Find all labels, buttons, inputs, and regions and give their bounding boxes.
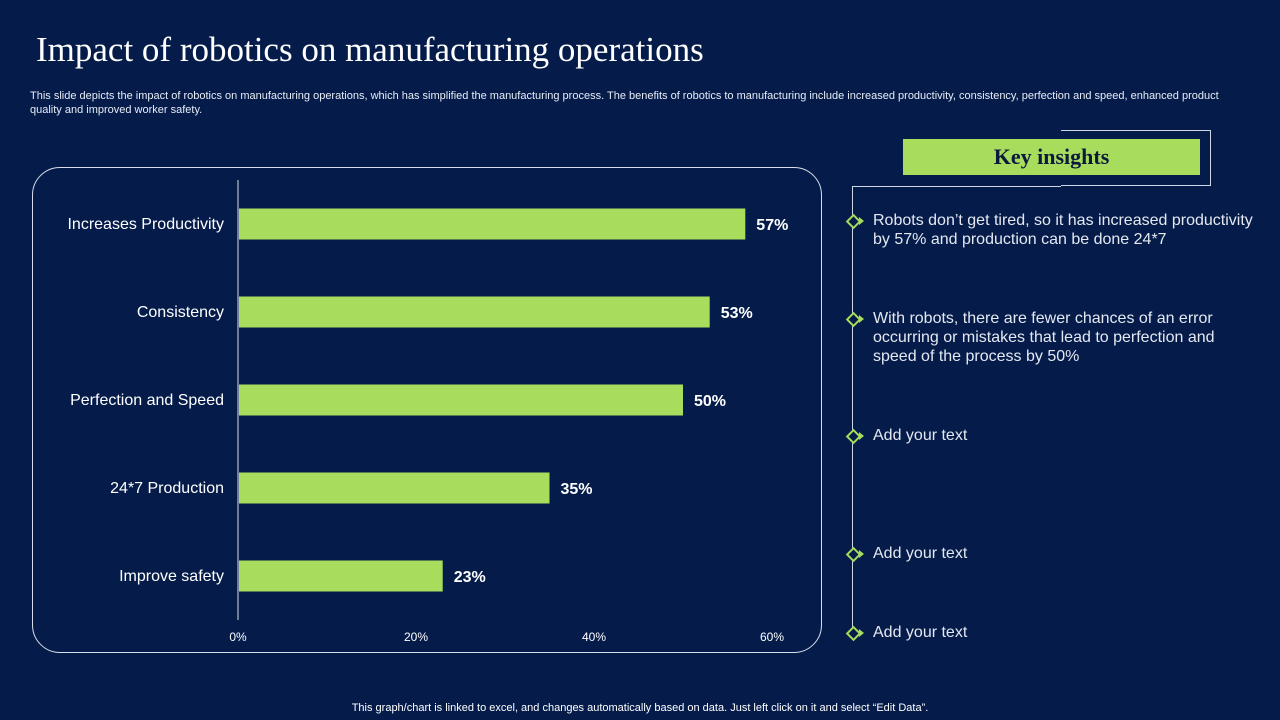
insight-arrow-icon [859, 629, 864, 637]
insights-box-outline [1061, 130, 1211, 186]
page-title: Impact of robotics on manufacturing oper… [36, 30, 704, 69]
insight-arrow-icon [859, 217, 864, 225]
insight-arrow-icon [859, 432, 864, 440]
bar [239, 472, 550, 504]
data-label: 23% [454, 569, 486, 586]
insight-item[interactable]: Add your text [873, 624, 968, 641]
data-label: 50% [694, 393, 726, 410]
x-tick-label: 40% [582, 630, 606, 644]
insight-item: With robots, there are fewer chances of … [873, 310, 1215, 365]
data-label: 57% [756, 217, 788, 234]
bar [239, 296, 710, 328]
insights-header: Key insights [903, 139, 1200, 175]
x-tick-label: 60% [760, 630, 784, 644]
category-label: Consistency [137, 304, 224, 321]
page-subtitle: This slide depicts the impact of robotic… [30, 90, 1219, 116]
insight-item: Robots don’t get tired, so it has increa… [873, 212, 1253, 248]
data-label: 53% [721, 305, 753, 322]
bar [239, 384, 683, 416]
insight-arrow-icon [859, 315, 864, 323]
footer-note: This graph/chart is linked to excel, and… [351, 702, 929, 714]
category-label: Increases Productivity [67, 216, 224, 233]
category-label: Perfection and Speed [70, 392, 224, 409]
chart-frame [32, 167, 822, 653]
x-tick-label: 20% [404, 630, 428, 644]
insight-item[interactable]: Add your text [873, 545, 968, 562]
category-label: Improve safety [119, 568, 224, 585]
bar [239, 560, 443, 592]
x-tick-label: 0% [229, 630, 247, 644]
data-label: 35% [561, 481, 593, 498]
timeline-line [852, 186, 853, 638]
insight-item[interactable]: Add your text [873, 427, 968, 444]
category-label: 24*7 Production [110, 480, 224, 497]
bar [239, 208, 746, 240]
insight-arrow-icon [859, 550, 864, 558]
timeline-top-line [852, 186, 1061, 187]
